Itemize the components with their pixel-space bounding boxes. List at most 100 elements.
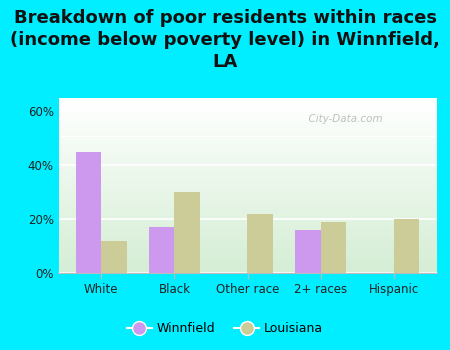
Bar: [58, 140, 436, 141]
Bar: [58, 198, 436, 199]
Bar: [58, 154, 436, 155]
Bar: [58, 266, 436, 267]
Bar: [58, 150, 436, 151]
Bar: [58, 201, 436, 202]
Bar: [58, 272, 436, 273]
Bar: [58, 264, 436, 265]
Bar: [58, 195, 436, 196]
Bar: [58, 163, 436, 164]
Bar: [58, 108, 436, 109]
Bar: [58, 231, 436, 232]
Bar: [58, 270, 436, 271]
Bar: [58, 203, 436, 204]
Bar: [58, 234, 436, 235]
Bar: [58, 220, 436, 222]
Bar: [58, 240, 436, 241]
Bar: [58, 99, 436, 100]
Bar: [58, 191, 436, 192]
Bar: [58, 190, 436, 191]
Bar: [58, 194, 436, 195]
Bar: [58, 106, 436, 107]
Bar: [58, 252, 436, 253]
Bar: [58, 258, 436, 259]
Bar: [248, 214, 273, 273]
Bar: [58, 229, 436, 230]
Bar: [58, 116, 436, 117]
Bar: [76, 152, 101, 273]
Bar: [58, 268, 436, 269]
Bar: [58, 145, 436, 146]
Bar: [58, 131, 436, 132]
Bar: [58, 186, 436, 187]
Bar: [58, 232, 436, 233]
Bar: [58, 155, 436, 156]
Bar: [58, 182, 436, 183]
Bar: [58, 208, 436, 209]
Bar: [58, 98, 436, 99]
Bar: [58, 109, 436, 110]
Bar: [58, 153, 436, 154]
Bar: [58, 137, 436, 138]
Bar: [58, 138, 436, 139]
Bar: [58, 241, 436, 242]
Bar: [58, 271, 436, 272]
Bar: [58, 218, 436, 219]
Bar: [58, 202, 436, 203]
Bar: [58, 161, 436, 162]
Bar: [58, 162, 436, 163]
Bar: [320, 222, 346, 273]
Bar: [58, 174, 436, 175]
Bar: [58, 247, 436, 248]
Bar: [58, 158, 436, 159]
Bar: [58, 227, 436, 228]
Bar: [58, 176, 436, 177]
Bar: [58, 239, 436, 240]
Bar: [58, 189, 436, 190]
Bar: [58, 228, 436, 229]
Bar: [58, 254, 436, 255]
Bar: [58, 139, 436, 140]
Bar: [394, 219, 419, 273]
Bar: [58, 211, 436, 212]
Bar: [58, 193, 436, 194]
Bar: [58, 132, 436, 133]
Bar: [58, 226, 436, 227]
Bar: [58, 197, 436, 198]
Text: City-Data.com: City-Data.com: [302, 114, 382, 124]
Bar: [58, 167, 436, 168]
Bar: [58, 119, 436, 120]
Bar: [58, 112, 436, 113]
Bar: [58, 216, 436, 217]
Bar: [58, 107, 436, 108]
Bar: [58, 215, 436, 216]
Bar: [58, 260, 436, 261]
Bar: [58, 175, 436, 176]
Bar: [58, 206, 436, 207]
Legend: Winnfield, Louisiana: Winnfield, Louisiana: [122, 317, 328, 340]
Bar: [58, 183, 436, 184]
Bar: [58, 185, 436, 186]
Bar: [58, 267, 436, 268]
Bar: [58, 225, 436, 226]
Bar: [58, 133, 436, 134]
Bar: [58, 128, 436, 129]
Bar: [58, 147, 436, 148]
Bar: [58, 237, 436, 238]
Bar: [58, 253, 436, 254]
Bar: [58, 100, 436, 101]
Bar: [58, 166, 436, 167]
Bar: [58, 245, 436, 246]
Bar: [58, 248, 436, 249]
Bar: [58, 196, 436, 197]
Bar: [58, 256, 436, 257]
Bar: [58, 265, 436, 266]
Bar: [58, 151, 436, 152]
Bar: [58, 141, 436, 142]
Bar: [58, 135, 436, 137]
Bar: [58, 200, 436, 201]
Bar: [58, 168, 436, 169]
Bar: [58, 102, 436, 103]
Bar: [58, 179, 436, 180]
Bar: [58, 164, 436, 166]
Bar: [58, 148, 436, 149]
